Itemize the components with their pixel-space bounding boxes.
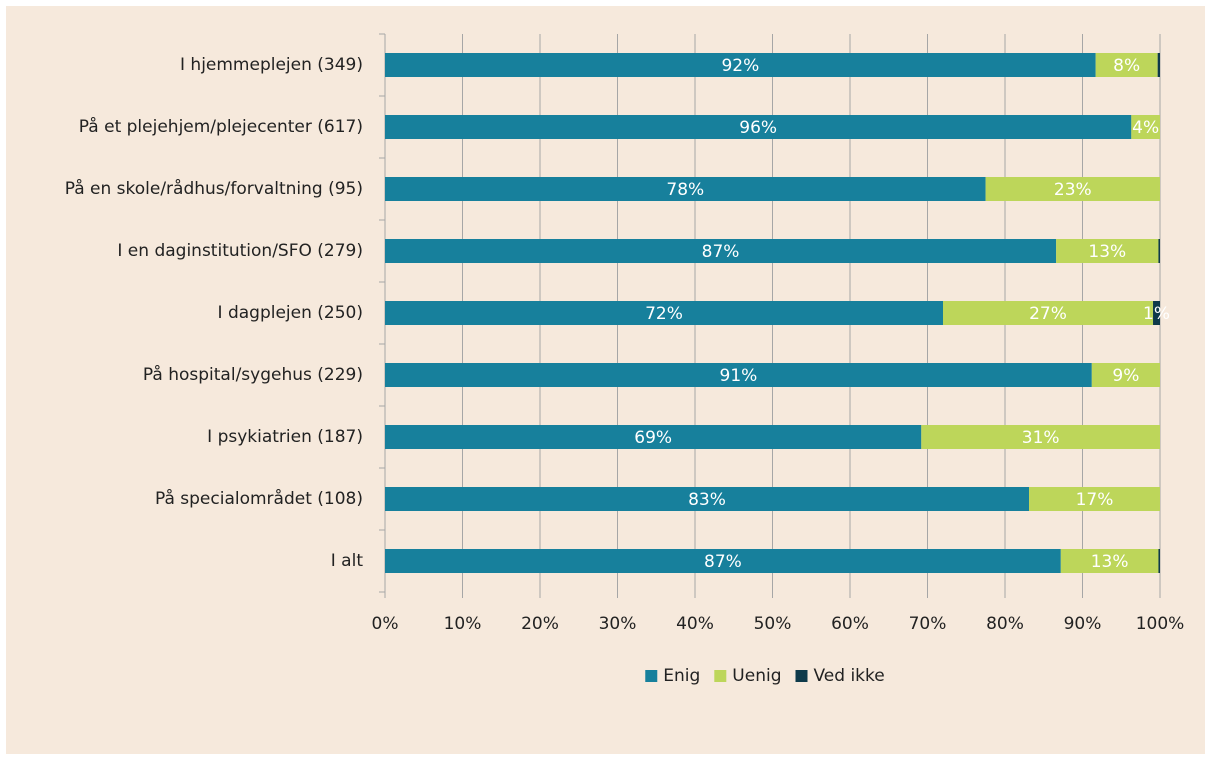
legend-label: Uenig (732, 666, 781, 686)
value-label: 4% (1132, 118, 1159, 138)
x-tick-label: 10% (444, 614, 482, 634)
value-label: 13% (1088, 242, 1126, 262)
value-label: 87% (702, 242, 740, 262)
value-label: 83% (688, 490, 726, 510)
bar-segment (385, 53, 1096, 77)
value-label: 9% (1112, 366, 1139, 386)
value-label: 96% (739, 118, 777, 138)
bar-segment (1153, 301, 1160, 325)
y-tick-label: På hospital/sygehus (229) (143, 364, 363, 385)
y-tick-label: I en daginstitution/SFO (279) (117, 241, 363, 261)
value-label: 87% (704, 552, 742, 572)
x-tick-label: 60% (831, 614, 869, 634)
x-tick-label: 70% (909, 614, 947, 634)
bar-segment (385, 363, 1092, 387)
bar-segment (1158, 549, 1160, 573)
bar-segment (385, 177, 986, 201)
value-label: 78% (666, 180, 704, 200)
bar-segment (385, 549, 1061, 573)
x-tick-label: 100% (1136, 614, 1185, 634)
value-label: 31% (1022, 428, 1060, 448)
value-label: 1% (1143, 304, 1170, 324)
legend-swatch (714, 670, 727, 682)
bar-segment (1158, 239, 1160, 263)
x-tick-label: 50% (754, 614, 792, 634)
x-tick-label: 0% (372, 614, 399, 634)
value-label: 72% (645, 304, 683, 324)
x-tick-label: 80% (986, 614, 1024, 634)
bar-segment (385, 425, 922, 449)
bar-segment (385, 115, 1132, 139)
value-label: 27% (1029, 304, 1067, 324)
x-tick-label: 90% (1064, 614, 1102, 634)
value-label: 17% (1076, 490, 1114, 510)
value-label: 23% (1054, 180, 1092, 200)
value-label: 69% (634, 428, 672, 448)
y-tick-label: På en skole/rådhus/forvaltning (95) (65, 178, 363, 199)
y-tick-label: I psykiatrien (187) (207, 427, 363, 447)
bar-segment (1131, 115, 1160, 139)
value-label: 91% (720, 366, 758, 386)
y-tick-label: På specialområdet (108) (155, 488, 363, 509)
y-tick-label: I alt (331, 551, 364, 571)
x-tick-label: 40% (676, 614, 714, 634)
y-tick-label: I dagplejen (250) (218, 303, 363, 323)
bar-segment (1091, 363, 1160, 387)
value-label: 13% (1091, 552, 1129, 572)
bar-segment (385, 487, 1030, 511)
bar-segment (943, 301, 1154, 325)
y-tick-label: På et plejehjem/plejecenter (617) (79, 116, 363, 137)
legend-swatch (795, 670, 808, 682)
value-label: 8% (1113, 56, 1140, 76)
bar-segment (1157, 53, 1160, 77)
bar-segment (1029, 487, 1160, 511)
legend-label: Ved ikke (814, 666, 885, 686)
legend-swatch (645, 670, 658, 682)
bar-segment (1095, 53, 1158, 77)
x-tick-label: 20% (521, 614, 559, 634)
bar-segment (1056, 239, 1159, 263)
y-tick-label: I hjemmeplejen (349) (180, 55, 363, 75)
legend-label: Enig (663, 666, 700, 686)
bar-segment (921, 425, 1160, 449)
bar-segment (985, 177, 1160, 201)
bar-segment (385, 301, 943, 325)
bar-segment (1060, 549, 1159, 573)
value-label: 92% (721, 56, 759, 76)
bar-segment (385, 239, 1057, 263)
x-tick-label: 30% (599, 614, 637, 634)
